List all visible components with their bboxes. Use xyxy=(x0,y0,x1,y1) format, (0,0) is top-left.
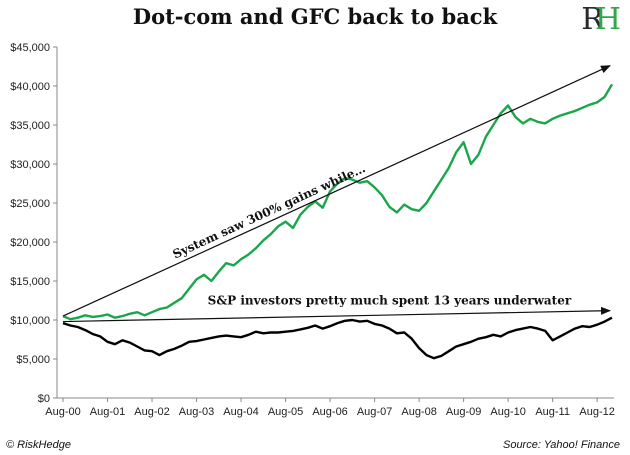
y-axis: $0 $5,000 $10,000 $15,000 $20,000 $25,000 $30,… xyxy=(10,42,58,405)
y-tick-label: $45,000 xyxy=(10,42,50,54)
series-line-system xyxy=(62,83,614,321)
x-tick-label: Aug-00 xyxy=(45,406,80,418)
source-note: Source: Yahoo! Finance xyxy=(502,439,620,451)
y-tick-label: $25,000 xyxy=(10,198,50,210)
y-tick-label: $40,000 xyxy=(10,81,50,93)
x-tick-label: Aug-02 xyxy=(134,406,169,418)
x-tick-label: Aug-04 xyxy=(223,406,258,418)
x-tick-label: Aug-03 xyxy=(179,406,214,418)
copyright-note: © RiskHedge xyxy=(6,439,71,451)
y-tick-label: $10,000 xyxy=(10,315,50,327)
x-tick-label: Aug-10 xyxy=(490,406,525,418)
gains-arrow xyxy=(62,65,611,317)
x-tick-label: Aug-07 xyxy=(357,406,392,418)
series-layer xyxy=(62,83,614,360)
y-tick-label: $30,000 xyxy=(10,159,50,171)
y-tick-label: $35,000 xyxy=(10,120,50,132)
y-tick-label: $20,000 xyxy=(10,237,50,249)
underwater-arrow xyxy=(62,306,611,323)
x-tick-label: Aug-12 xyxy=(579,406,614,418)
riskhedge-logo: RH xyxy=(581,2,621,37)
series-line-sp xyxy=(62,316,613,360)
x-tick-label: Aug-01 xyxy=(90,406,125,418)
y-tick-label: $15,000 xyxy=(10,276,50,288)
y-tick-label: $0 xyxy=(38,393,50,405)
x-tick-label: Aug-09 xyxy=(446,406,481,418)
annotation-layer: System saw 300% gains while… S&P investor… xyxy=(62,65,611,323)
chart-title: Dot-com and GFC back to back xyxy=(132,4,498,29)
x-tick-label: Aug-11 xyxy=(535,406,570,418)
x-axis: Aug-00 Aug-01 Aug-02 Aug-03 Aug-04 Aug-05 Aug-… xyxy=(45,397,615,418)
gains-annotation: System saw 300% gains while… xyxy=(171,161,368,261)
x-tick-label: Aug-06 xyxy=(312,406,347,418)
underwater-annotation: S&P investors pretty much spent 13 years… xyxy=(208,293,572,307)
x-tick-label: Aug-08 xyxy=(401,406,436,418)
x-tick-label: Aug-05 xyxy=(268,406,303,418)
y-tick-label: $5,000 xyxy=(16,354,50,366)
